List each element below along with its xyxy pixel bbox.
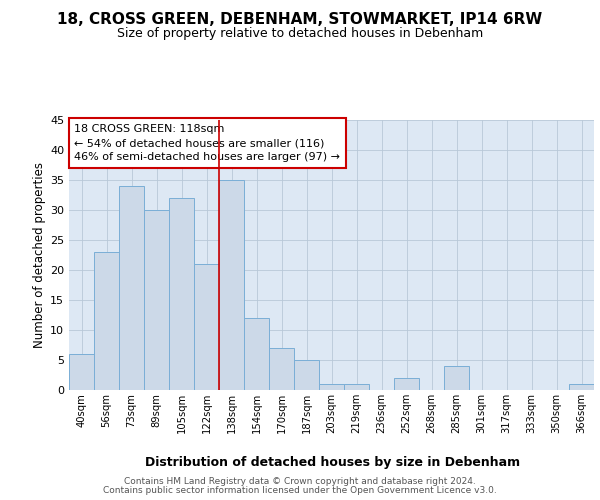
Bar [269, 348, 294, 390]
Bar [69, 354, 94, 390]
Bar [219, 180, 244, 390]
Text: Contains HM Land Registry data © Crown copyright and database right 2024.: Contains HM Land Registry data © Crown c… [124, 477, 476, 486]
Text: 18 CROSS GREEN: 118sqm
← 54% of detached houses are smaller (116)
46% of semi-de: 18 CROSS GREEN: 118sqm ← 54% of detached… [74, 124, 340, 162]
Bar [319, 384, 344, 390]
Bar [294, 360, 319, 390]
Text: Distribution of detached houses by size in Debenham: Distribution of detached houses by size … [145, 456, 521, 469]
Bar [169, 198, 194, 390]
Text: Contains public sector information licensed under the Open Government Licence v3: Contains public sector information licen… [103, 486, 497, 495]
Bar [94, 252, 119, 390]
Bar [394, 378, 419, 390]
Bar [119, 186, 144, 390]
Bar [244, 318, 269, 390]
Bar [144, 210, 169, 390]
Bar [344, 384, 369, 390]
Text: 18, CROSS GREEN, DEBENHAM, STOWMARKET, IP14 6RW: 18, CROSS GREEN, DEBENHAM, STOWMARKET, I… [58, 12, 542, 28]
Y-axis label: Number of detached properties: Number of detached properties [33, 162, 46, 348]
Bar [444, 366, 469, 390]
Text: Size of property relative to detached houses in Debenham: Size of property relative to detached ho… [117, 28, 483, 40]
Bar [569, 384, 594, 390]
Bar [194, 264, 219, 390]
